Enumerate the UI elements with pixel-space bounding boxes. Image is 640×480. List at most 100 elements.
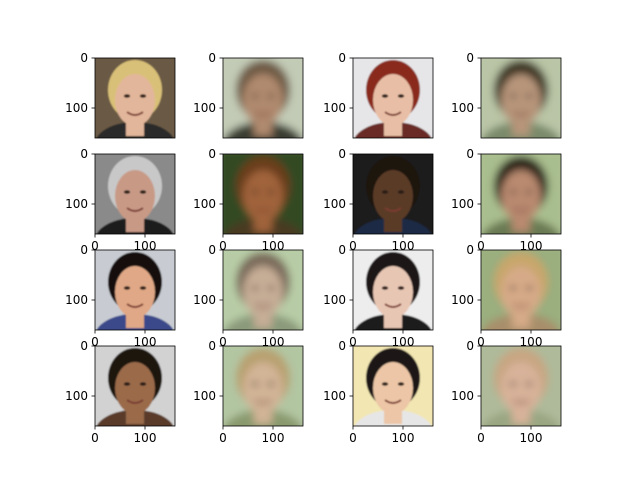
image-eye-right [397,286,405,290]
x-tick-label: 0 [219,335,227,349]
image-eye-right [525,94,533,98]
face-image [481,58,561,138]
image-eye-left [381,94,389,98]
x-tick-label: 0 [91,431,99,445]
image-eye-right [139,286,147,290]
panel-blurry-r3c1: 0 100 0 100 [193,339,304,445]
image-eye-left [123,286,131,290]
panel-photo-r1c2: 0 100 0 100 [323,147,434,253]
x-tick-label: 0 [349,239,357,253]
image-face [243,362,283,414]
y-tick-label: 100 [65,101,88,115]
face-image [353,250,433,330]
image-eye-left [123,382,131,386]
face-image [481,154,561,234]
x-tick-label: 0 [219,431,227,445]
panel-photo-r1c0: 0 100 0 100 [65,147,176,253]
image-eye-right [525,286,533,290]
image-mouth [512,207,530,212]
image-eye-right [397,94,405,98]
image-eye-left [381,286,389,290]
x-tick-label: 100 [520,431,543,445]
y-tick-label: 100 [193,101,216,115]
face-image [481,346,561,426]
image-mouth [254,399,272,404]
y-tick-label: 100 [323,389,346,403]
image-eye-left [251,94,259,98]
image-eye-left [123,94,131,98]
y-tick-label: 0 [338,147,346,161]
y-tick-label: 0 [80,243,88,257]
axes-frame [352,153,434,235]
image-mouth [384,303,402,308]
image-face [373,170,413,222]
face-image [223,250,303,330]
face-image [223,58,303,138]
face-image [223,154,303,234]
y-tick-label: 100 [451,389,474,403]
image-mouth [512,399,530,404]
image-mouth [126,111,144,116]
panel-photo-r0c0: 0 100 [65,51,176,139]
face-image [95,250,175,330]
image-face [115,74,155,126]
image-eye-right [525,382,533,386]
face-image [353,58,433,138]
image-eye-right [139,190,147,194]
y-tick-label: 100 [323,101,346,115]
image-mouth [126,399,144,404]
axes-frame [352,249,434,331]
image-face [115,266,155,318]
y-tick-label: 100 [193,389,216,403]
axes-frame [222,57,304,139]
panel-photo-r2c0: 0 100 0 100 [65,243,176,349]
image-eye-right [267,286,275,290]
x-tick-label: 100 [134,335,157,349]
y-tick-label: 100 [65,389,88,403]
image-eye-right [267,190,275,194]
image-face [501,266,541,318]
x-tick-label: 0 [349,335,357,349]
axes-frame [222,345,304,427]
image-eye-left [251,382,259,386]
image-eye-left [381,190,389,194]
y-tick-label: 100 [451,197,474,211]
y-tick-label: 0 [466,147,474,161]
image-mouth [254,207,272,212]
x-tick-label: 0 [91,335,99,349]
face-image [95,58,175,138]
face-image [353,346,433,426]
panel-photo-r3c2: 0 100 0 100 [323,339,434,445]
image-face [115,170,155,222]
face-image [223,346,303,426]
x-tick-label: 100 [262,239,285,253]
axes-frame [94,153,176,235]
image-eye-left [251,286,259,290]
image-face [243,266,283,318]
axes-frame [480,57,562,139]
x-tick-label: 100 [520,239,543,253]
y-tick-label: 100 [193,197,216,211]
y-tick-label: 0 [208,147,216,161]
x-tick-label: 100 [392,431,415,445]
panel-photo-r2c2: 0 100 0 100 [323,243,434,349]
image-eye-left [509,286,517,290]
panel-photo-r3c0: 0 100 0 100 [65,339,176,445]
x-tick-label: 100 [134,239,157,253]
axes-frame [352,345,434,427]
image-face [243,170,283,222]
image-face [373,266,413,318]
x-tick-label: 0 [477,335,485,349]
axes-frame [222,249,304,331]
image-mouth [254,303,272,308]
face-image [95,346,175,426]
axes-frame [480,345,562,427]
image-eye-left [509,190,517,194]
image-face [115,362,155,414]
y-tick-label: 0 [208,339,216,353]
panel-blurry-r3c3: 0 100 0 100 [451,339,562,445]
y-tick-label: 100 [451,293,474,307]
image-eye-right [397,190,405,194]
image-eye-left [509,94,517,98]
